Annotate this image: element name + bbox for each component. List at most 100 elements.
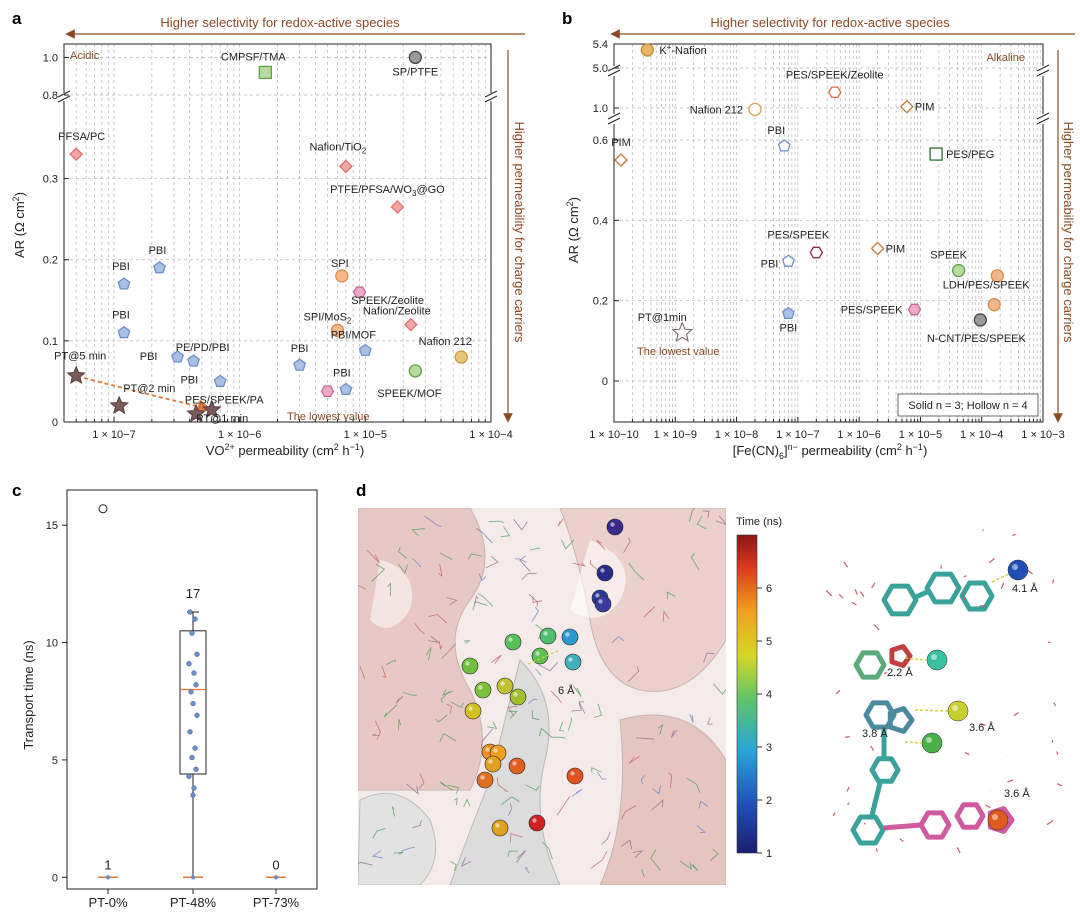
bond-stick <box>658 723 664 735</box>
water-stick <box>963 575 967 578</box>
data-point <box>899 99 914 114</box>
bond-stick <box>686 777 701 793</box>
ion-sphere <box>606 518 624 536</box>
water-stick <box>847 802 850 806</box>
ion-sphere <box>561 628 579 646</box>
x-tick-label: 1 × 10−5 <box>899 429 942 441</box>
y-tick-label: 5.0 <box>593 63 608 75</box>
colorbar-tick-label: 2 <box>766 795 772 807</box>
water-stick <box>863 822 866 825</box>
bond-stick <box>696 825 707 833</box>
water-stick <box>854 589 858 595</box>
bond-stick <box>662 610 670 622</box>
bond <box>869 782 883 816</box>
sphere-highlight <box>512 761 517 766</box>
panel-b: b Higher selectivity for redox-active sp… <box>562 9 1076 461</box>
distance-label-36b: 3.6 Å <box>1004 787 1030 800</box>
data-point <box>781 254 795 267</box>
distance-label-6: 6 Å <box>558 684 575 697</box>
bond-stick <box>359 666 366 680</box>
y-tick-label: 0 <box>602 376 608 388</box>
panel-letter-a: a <box>12 9 22 28</box>
count-label: 17 <box>186 586 200 601</box>
aromatic-ring <box>959 580 995 612</box>
y-tick-label: 0.3 <box>43 174 58 186</box>
data-point <box>66 365 86 385</box>
bond-stick <box>435 714 448 723</box>
ticks-a: 1 × 10−7 1 × 10−6 1 × 10−5 1 × 10−4 0 0.1 0.2 0… <box>43 52 513 441</box>
data-point <box>408 364 422 378</box>
acidic-label: Acidic <box>70 50 100 62</box>
plot-frame-c <box>66 489 318 890</box>
point-label: LDH/PES/SPEEK <box>943 280 1030 292</box>
bond-stick <box>559 721 565 732</box>
bond-stick <box>480 728 494 749</box>
colorbar-title: Time (ns) <box>736 516 782 528</box>
bond-stick <box>386 659 397 665</box>
bond-stick <box>514 558 527 563</box>
bond-stick <box>381 665 387 678</box>
sphere-highlight <box>952 705 958 711</box>
data-point <box>408 50 422 65</box>
water-stick <box>964 752 970 756</box>
y-tick-label: 1.0 <box>593 103 608 115</box>
data-point <box>186 773 192 779</box>
x-axis-label-b: [Fe(CN)6]n− permeability (cm2 h−1) <box>733 442 928 461</box>
outlier <box>98 504 108 514</box>
bond-stick <box>696 515 707 530</box>
water-stick <box>843 561 848 568</box>
bond-stick <box>679 860 693 870</box>
water-stick <box>873 624 880 631</box>
bond-stick <box>578 701 586 714</box>
water-stick <box>851 601 857 606</box>
bond-stick <box>366 549 380 563</box>
bond-stick <box>643 606 656 618</box>
bond-stick <box>393 851 404 855</box>
bond-stick <box>596 539 606 551</box>
aromatic-ring <box>869 756 901 784</box>
water-stick <box>845 735 850 738</box>
bond-stick <box>688 508 695 523</box>
x-axis-label-a: VO2+ permeability (cm2 h−1) <box>206 442 365 458</box>
bond-stick <box>508 710 518 719</box>
bond-stick <box>666 591 676 600</box>
point-label: PES/SPEEK/PA <box>185 394 264 406</box>
bond-stick <box>572 562 587 567</box>
data-point <box>335 269 349 283</box>
bond-stick <box>597 771 607 780</box>
bond-stick <box>535 668 542 676</box>
data-point <box>987 298 1001 312</box>
bond-stick <box>414 623 425 635</box>
water-stick <box>1012 533 1016 536</box>
water-stick <box>980 724 986 726</box>
bond-stick <box>450 860 457 872</box>
water-stick <box>838 593 844 599</box>
x-tick-label: 1 × 10−9 <box>654 429 697 441</box>
bond-stick <box>371 563 386 582</box>
bond-stick <box>474 595 479 604</box>
point-label: SPEEK <box>930 250 967 262</box>
water-stick <box>875 848 878 852</box>
ion-sphere <box>491 819 509 837</box>
data-point <box>189 754 195 761</box>
bond-stick <box>690 552 700 571</box>
y-tick-label: 0.6 <box>593 135 608 147</box>
bond-stick <box>530 547 540 551</box>
ion-sphere <box>596 564 614 582</box>
bond-stick <box>411 528 425 537</box>
bond-stick <box>550 690 563 704</box>
ion-sphere <box>474 681 492 699</box>
panel-a: a Higher selectivity for redox-active sp… <box>11 9 527 458</box>
bond-stick <box>451 701 464 709</box>
bond-stick <box>542 841 553 860</box>
colorbar-tick-label: 5 <box>766 636 772 648</box>
bond-stick <box>628 562 645 581</box>
water-stick <box>1056 751 1059 755</box>
data-point <box>403 317 418 332</box>
x-tick-label: 1 × 10−5 <box>344 429 387 441</box>
water-stick <box>832 812 836 817</box>
data-point <box>748 102 762 116</box>
y-tick-label: 5 <box>52 755 58 767</box>
sphere-highlight <box>992 814 998 820</box>
